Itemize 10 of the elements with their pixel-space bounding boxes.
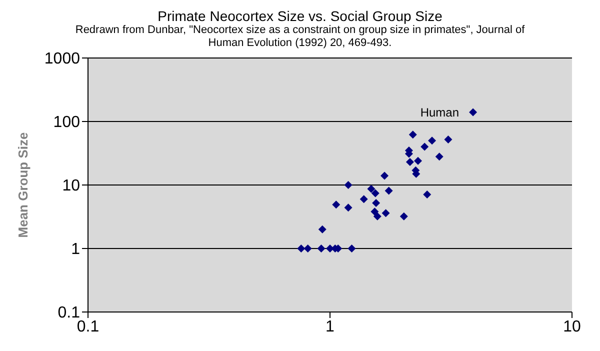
chart-subtitle: Redrawn from Dunbar, "Neocortex size as a constraint on group size in primates", Journal of Human Evolution (1992) 20, 469-493. — [74, 24, 526, 50]
y-tick-label: 1000 — [44, 50, 80, 68]
x-tick-label: 10 — [563, 318, 581, 336]
y-axis-title: Mean Group Size — [16, 132, 31, 238]
chart-title: Primate Neocortex Size vs. Social Group Size — [156, 8, 444, 24]
y-tick-label: 10 — [62, 178, 80, 195]
y-tick-label: 1 — [71, 241, 80, 258]
y-tick-label: 100 — [53, 114, 80, 132]
annotation: Human — [420, 105, 460, 120]
x-tick-label: 1 — [326, 318, 335, 336]
